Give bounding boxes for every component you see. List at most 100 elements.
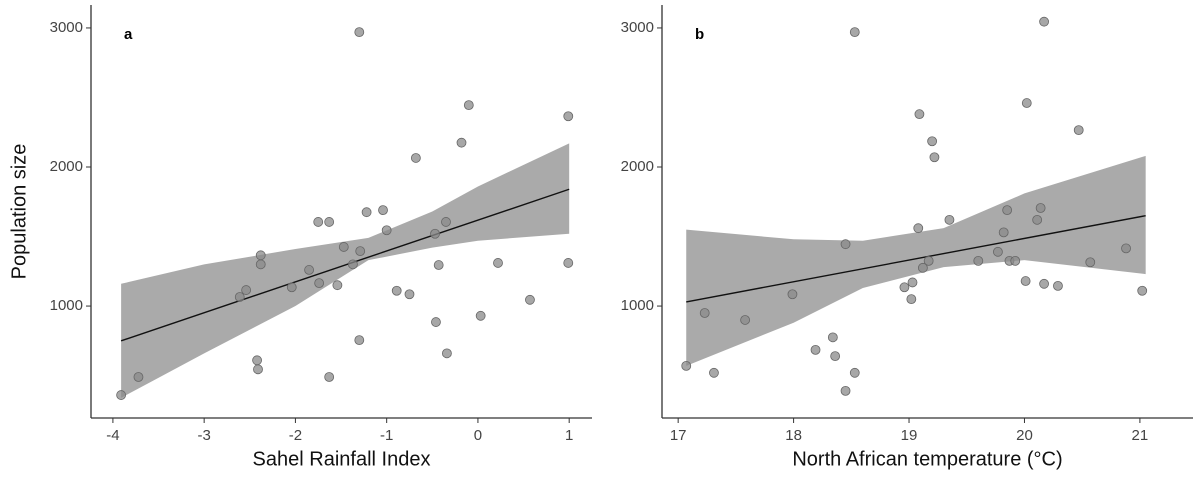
data-point bbox=[944, 214, 955, 225]
data-point bbox=[1002, 205, 1013, 216]
data-point bbox=[1137, 285, 1148, 296]
data-point bbox=[253, 364, 263, 375]
data-point bbox=[456, 137, 467, 148]
x-tick-label: -4 bbox=[106, 427, 119, 444]
data-point bbox=[840, 239, 851, 250]
data-point bbox=[849, 27, 860, 38]
data-point bbox=[525, 294, 535, 305]
data-point bbox=[1010, 255, 1021, 266]
data-point bbox=[787, 289, 798, 300]
data-point bbox=[827, 332, 838, 343]
x-tick-label: -2 bbox=[289, 427, 302, 444]
x-axis-title: Sahel Rainfall Index bbox=[253, 448, 431, 470]
data-point bbox=[475, 310, 486, 321]
fit-line bbox=[686, 214, 1146, 303]
x-axis-title: North African temperature (°C) bbox=[792, 448, 1062, 470]
x-tick-label: 21 bbox=[1132, 427, 1149, 444]
confidence-band bbox=[121, 143, 570, 398]
data-point bbox=[332, 280, 343, 291]
panel-label: a bbox=[124, 26, 133, 43]
data-point bbox=[1039, 278, 1049, 289]
data-point bbox=[740, 315, 751, 325]
data-point bbox=[355, 246, 366, 257]
data-point bbox=[1085, 257, 1096, 268]
data-point bbox=[304, 265, 315, 275]
confidence-band bbox=[686, 155, 1146, 366]
data-point bbox=[255, 250, 266, 261]
y-tick-label: 1000 bbox=[50, 297, 83, 314]
data-point bbox=[430, 228, 440, 239]
data-point bbox=[1035, 203, 1046, 213]
data-point bbox=[914, 109, 925, 120]
data-point bbox=[1020, 276, 1031, 286]
data-point bbox=[410, 153, 421, 163]
data-point bbox=[709, 367, 719, 378]
data-point bbox=[314, 278, 325, 289]
data-point bbox=[917, 262, 928, 273]
data-point bbox=[431, 317, 441, 327]
data-point bbox=[681, 360, 692, 371]
data-point bbox=[354, 27, 365, 38]
y-tick-label: 2000 bbox=[621, 158, 654, 175]
x-tick-label: -3 bbox=[197, 427, 210, 444]
data-point bbox=[1032, 214, 1043, 225]
data-point bbox=[378, 205, 388, 216]
data-point bbox=[234, 292, 245, 302]
data-point bbox=[563, 258, 574, 268]
data-point bbox=[255, 259, 266, 270]
fit-line bbox=[120, 188, 570, 342]
data-point bbox=[1121, 243, 1131, 254]
data-point bbox=[1039, 16, 1049, 27]
data-point bbox=[929, 152, 940, 163]
data-point bbox=[116, 390, 127, 400]
data-point bbox=[849, 367, 860, 378]
data-point bbox=[348, 259, 358, 270]
data-point bbox=[241, 285, 252, 295]
data-point bbox=[381, 225, 392, 236]
data-point bbox=[923, 255, 934, 266]
y-tick-label: 3000 bbox=[621, 19, 654, 36]
data-point bbox=[391, 285, 402, 296]
data-point bbox=[973, 255, 984, 266]
data-point bbox=[840, 385, 851, 396]
x-tick-label: -1 bbox=[380, 427, 393, 444]
data-point bbox=[313, 217, 324, 227]
data-point bbox=[810, 344, 821, 355]
data-point bbox=[907, 277, 918, 288]
x-tick-label: 18 bbox=[785, 427, 802, 444]
data-point bbox=[899, 282, 910, 293]
data-point bbox=[463, 100, 474, 111]
data-point bbox=[927, 136, 938, 147]
data-point bbox=[252, 355, 262, 366]
x-tick-label: 1 bbox=[565, 427, 573, 444]
x-tick-label: 17 bbox=[670, 427, 687, 444]
data-point bbox=[286, 282, 297, 293]
data-point bbox=[563, 111, 574, 122]
data-point bbox=[906, 294, 917, 305]
panel-label: b bbox=[695, 26, 704, 43]
data-point bbox=[1021, 98, 1032, 108]
x-tick-label: 19 bbox=[901, 427, 918, 444]
x-tick-label: 20 bbox=[1016, 427, 1033, 444]
data-point bbox=[361, 207, 372, 218]
data-point bbox=[913, 223, 924, 234]
data-point bbox=[133, 372, 144, 382]
data-point bbox=[338, 242, 349, 252]
y-tick-label: 3000 bbox=[50, 19, 83, 36]
data-point bbox=[324, 372, 335, 382]
x-tick-label: 0 bbox=[474, 427, 482, 444]
data-point bbox=[354, 335, 365, 346]
data-point bbox=[324, 217, 335, 227]
data-point bbox=[1053, 280, 1063, 291]
data-point bbox=[699, 308, 710, 318]
data-point bbox=[442, 348, 452, 359]
y-tick-label: 2000 bbox=[50, 158, 83, 175]
data-point bbox=[493, 258, 503, 268]
data-point bbox=[441, 217, 451, 227]
y-axis-title: Population size bbox=[8, 144, 30, 280]
data-point bbox=[1073, 125, 1084, 136]
y-tick-label: 1000 bbox=[621, 297, 654, 314]
data-point bbox=[404, 289, 415, 300]
data-point bbox=[998, 227, 1009, 238]
